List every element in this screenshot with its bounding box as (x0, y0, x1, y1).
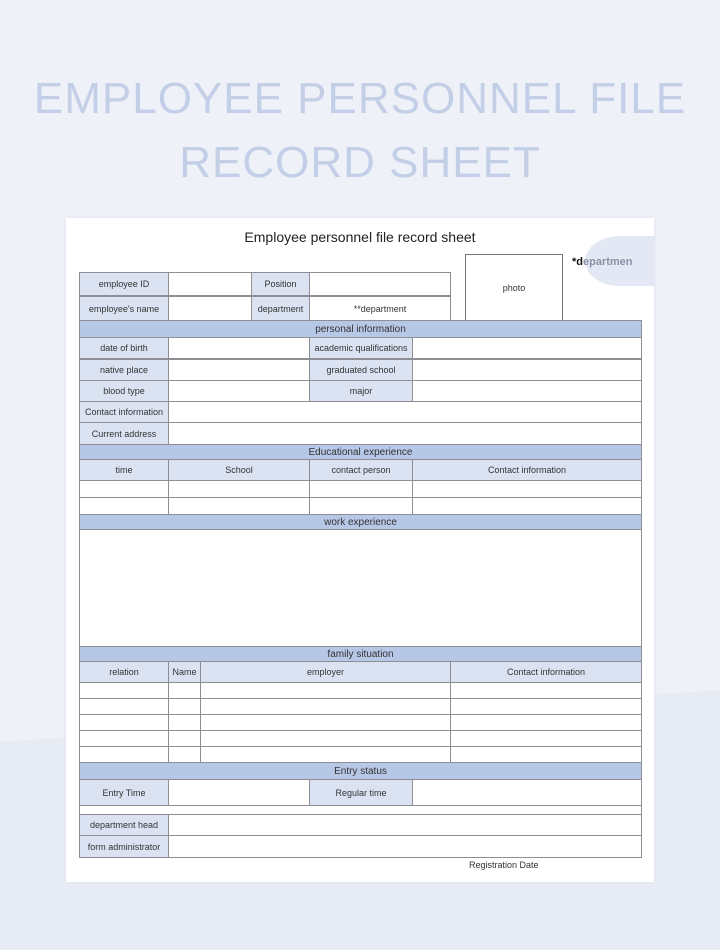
family-cell[interactable] (79, 698, 169, 715)
work-experience-header: work experience (79, 514, 642, 530)
family-cell[interactable] (168, 730, 201, 747)
department-tag-prefix: *d (572, 256, 583, 268)
family-cell[interactable] (200, 746, 451, 763)
photo-label: photo (502, 282, 526, 293)
education-cell[interactable] (168, 497, 310, 515)
major-field[interactable] (412, 380, 642, 402)
family-column-header: Name (168, 661, 201, 683)
education-column-header: Contact information (412, 459, 642, 481)
current-address-field[interactable] (168, 422, 642, 445)
education-cell[interactable] (412, 480, 642, 498)
graduated-school-label: graduated school (309, 359, 413, 381)
family-column-header: Contact information (450, 661, 642, 683)
position-label: Position (251, 272, 310, 296)
date-of-birth-label: date of birth (79, 337, 169, 359)
family-cell[interactable] (450, 714, 642, 731)
family-cell[interactable] (79, 682, 169, 699)
registration-date-label: Registration Date (469, 860, 539, 870)
education-cell[interactable] (79, 480, 169, 498)
education-cell[interactable] (168, 480, 310, 498)
department-head-field[interactable] (168, 814, 642, 836)
education-column-header: School (168, 459, 310, 481)
education-cell[interactable] (412, 497, 642, 515)
department-label: department (251, 296, 310, 321)
family-situation-header: family situation (79, 646, 642, 662)
major-label: major (309, 380, 413, 402)
photo-box[interactable]: photo (465, 254, 563, 321)
family-cell[interactable] (79, 714, 169, 731)
current-address-label: Current address (79, 422, 169, 445)
entry-time-field[interactable] (168, 779, 310, 806)
family-cell[interactable] (168, 746, 201, 763)
employee-name-field[interactable] (168, 296, 252, 321)
graduated-school-field[interactable] (412, 359, 642, 381)
department-tag: *departmen (572, 256, 633, 268)
department-tag-rest: epartmen (583, 256, 633, 268)
family-cell[interactable] (200, 682, 451, 699)
blood-type-field[interactable] (168, 380, 310, 402)
family-cell[interactable] (450, 682, 642, 699)
family-cell[interactable] (450, 698, 642, 715)
regular-time-label: Regular time (309, 779, 413, 806)
family-cell[interactable] (168, 714, 201, 731)
education-column-header: contact person (309, 459, 413, 481)
department-field[interactable]: **department (309, 296, 451, 321)
form-administrator-label: form administrator (79, 835, 169, 858)
education-cell[interactable] (309, 497, 413, 515)
form-administrator-field[interactable] (168, 835, 642, 858)
contact-information-label: Contact information (79, 401, 169, 423)
family-cell[interactable] (200, 730, 451, 747)
work-experience-field[interactable] (79, 529, 642, 647)
family-cell[interactable] (79, 730, 169, 747)
regular-time-field[interactable] (412, 779, 642, 806)
employee-id-label: employee ID (79, 272, 169, 296)
family-cell[interactable] (450, 730, 642, 747)
position-field[interactable] (309, 272, 451, 296)
native-place-field[interactable] (168, 359, 310, 381)
family-column-header: relation (79, 661, 169, 683)
family-column-header: employer (200, 661, 451, 683)
department-head-label: department head (79, 814, 169, 836)
family-cell[interactable] (200, 698, 451, 715)
family-cell[interactable] (450, 746, 642, 763)
family-cell[interactable] (79, 746, 169, 763)
decorative-blob (585, 236, 655, 286)
entry-status-header: Entry status (79, 762, 642, 780)
contact-information-field[interactable] (168, 401, 642, 423)
employee-id-field[interactable] (168, 272, 252, 296)
education-column-header: time (79, 459, 169, 481)
entry-time-label: Entry Time (79, 779, 169, 806)
family-cell[interactable] (200, 714, 451, 731)
date-of-birth-field[interactable] (168, 337, 310, 359)
academic-qualifications-label: academic qualifications (309, 337, 413, 359)
blood-type-label: blood type (79, 380, 169, 402)
page-title-line-2: RECORD SHEET (179, 138, 541, 187)
page-title-line-1: EMPLOYEE PERSONNEL FILE (33, 74, 687, 123)
family-cell[interactable] (168, 682, 201, 699)
employee-name-label: employee's name (79, 296, 169, 321)
academic-qualifications-field[interactable] (412, 337, 642, 359)
education-cell[interactable] (309, 480, 413, 498)
native-place-label: native place (79, 359, 169, 381)
educational-experience-header: Educational experience (79, 444, 642, 460)
family-cell[interactable] (168, 698, 201, 715)
sheet-title: Employee personnel file record sheet (244, 229, 476, 245)
personal-information-header: personal information (79, 320, 642, 338)
education-cell[interactable] (79, 497, 169, 515)
